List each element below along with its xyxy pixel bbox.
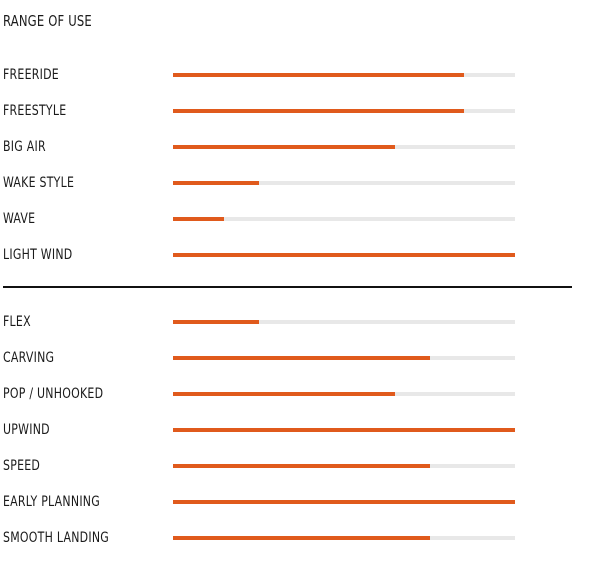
- rating-label: POP / UNHOOKED: [3, 386, 104, 402]
- rating-bar-fill: [173, 253, 515, 257]
- rating-row-speed: SPEED: [0, 456, 599, 476]
- rating-row-early-planning: EARLY PLANNING: [0, 492, 599, 512]
- rating-bar: [173, 145, 515, 149]
- rating-bar-fill: [173, 217, 225, 221]
- section-title: RANGE OF USE: [3, 12, 92, 30]
- rating-bar: [173, 73, 515, 77]
- rating-bar-fill: [173, 392, 396, 396]
- rating-row-freestyle: FREESTYLE: [0, 101, 599, 121]
- rating-bar: [173, 464, 515, 468]
- rating-bar: [173, 181, 515, 185]
- rating-bar: [173, 536, 515, 540]
- rating-label: FREERIDE: [3, 67, 59, 83]
- rating-bar-fill: [173, 181, 259, 185]
- rating-row-pop-unhooked: POP / UNHOOKED: [0, 384, 599, 404]
- rating-bar-fill: [173, 320, 259, 324]
- rating-label: EARLY PLANNING: [3, 494, 101, 510]
- rating-label: UPWIND: [3, 422, 50, 438]
- rating-row-wave: WAVE: [0, 209, 599, 229]
- rating-bar: [173, 428, 515, 432]
- rating-bar: [173, 320, 515, 324]
- rating-bar: [173, 392, 515, 396]
- rating-bar: [173, 253, 515, 257]
- rating-label: FREESTYLE: [3, 103, 67, 119]
- rating-bar: [173, 356, 515, 360]
- rating-row-freeride: FREERIDE: [0, 65, 599, 85]
- rating-label: SMOOTH LANDING: [3, 530, 110, 546]
- rating-row-wake-style: WAKE STYLE: [0, 173, 599, 193]
- rating-bar-fill: [173, 500, 515, 504]
- rating-bar-fill: [173, 145, 396, 149]
- rating-bar-fill: [173, 73, 464, 77]
- section-divider: [3, 286, 572, 288]
- rating-row-upwind: UPWIND: [0, 420, 599, 440]
- rating-label: WAKE STYLE: [3, 175, 75, 191]
- rating-bar: [173, 500, 515, 504]
- rating-bar-fill: [173, 356, 430, 360]
- rating-bar-fill: [173, 428, 515, 432]
- rating-row-smooth-landing: SMOOTH LANDING: [0, 528, 599, 548]
- rating-row-flex: FLEX: [0, 312, 599, 332]
- rating-label: LIGHT WIND: [3, 247, 73, 263]
- rating-bar-fill: [173, 109, 464, 113]
- rating-label: BIG AIR: [3, 139, 46, 155]
- rating-row-big-air: BIG AIR: [0, 137, 599, 157]
- rating-row-light-wind: LIGHT WIND: [0, 245, 599, 265]
- rating-label: WAVE: [3, 211, 36, 227]
- rating-label: CARVING: [3, 350, 55, 366]
- rating-label: FLEX: [3, 314, 31, 330]
- rating-bar-fill: [173, 464, 430, 468]
- rating-row-carving: CARVING: [0, 348, 599, 368]
- rating-label: SPEED: [3, 458, 41, 474]
- rating-bar: [173, 217, 515, 221]
- rating-bar-fill: [173, 536, 430, 540]
- rating-bar: [173, 109, 515, 113]
